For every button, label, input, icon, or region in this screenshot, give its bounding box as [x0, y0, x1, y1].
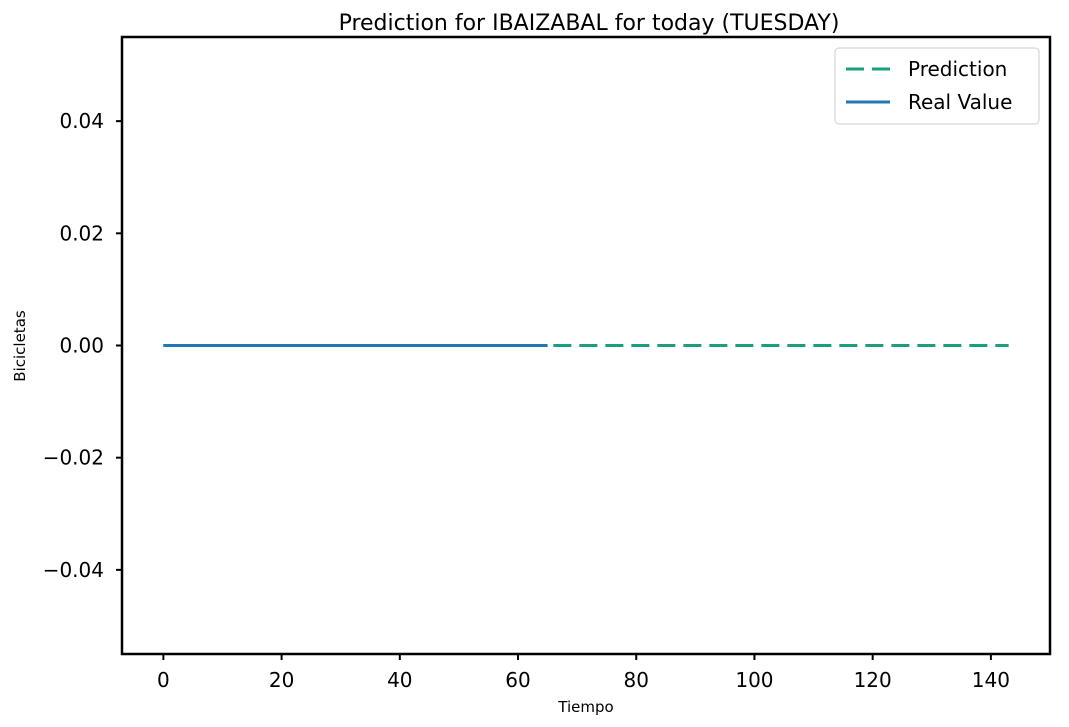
y-axis-ticks: 0.04 0.02 0.00 −0.02 −0.04	[43, 109, 122, 582]
x-tick-label: 120	[854, 668, 892, 692]
x-axis-label: Tiempo	[557, 698, 613, 716]
x-tick-label: 40	[387, 668, 412, 692]
y-tick-label: −0.04	[43, 558, 104, 582]
legend-label-prediction: Prediction	[908, 57, 1007, 81]
legend: Prediction Real Value	[834, 47, 1040, 125]
chart-title: Prediction for IBAIZABAL for today (TUES…	[339, 11, 840, 36]
x-tick-label: 100	[735, 668, 773, 692]
legend-label-real-value: Real Value	[908, 90, 1012, 114]
x-tick-label: 20	[269, 668, 294, 692]
x-axis-ticks: 0 20 40 60 80 100 120 140	[157, 654, 1010, 692]
x-tick-label: 0	[157, 668, 170, 692]
x-tick-label: 60	[505, 668, 530, 692]
legend-frame	[834, 47, 1040, 125]
y-tick-label: 0.04	[59, 109, 104, 133]
y-tick-label: 0.02	[59, 221, 104, 245]
y-axis-label: Bicicletas	[11, 310, 29, 382]
x-tick-label: 80	[624, 668, 649, 692]
x-tick-label: 140	[972, 668, 1010, 692]
y-tick-label: −0.02	[43, 446, 104, 470]
y-tick-label: 0.00	[59, 334, 104, 358]
